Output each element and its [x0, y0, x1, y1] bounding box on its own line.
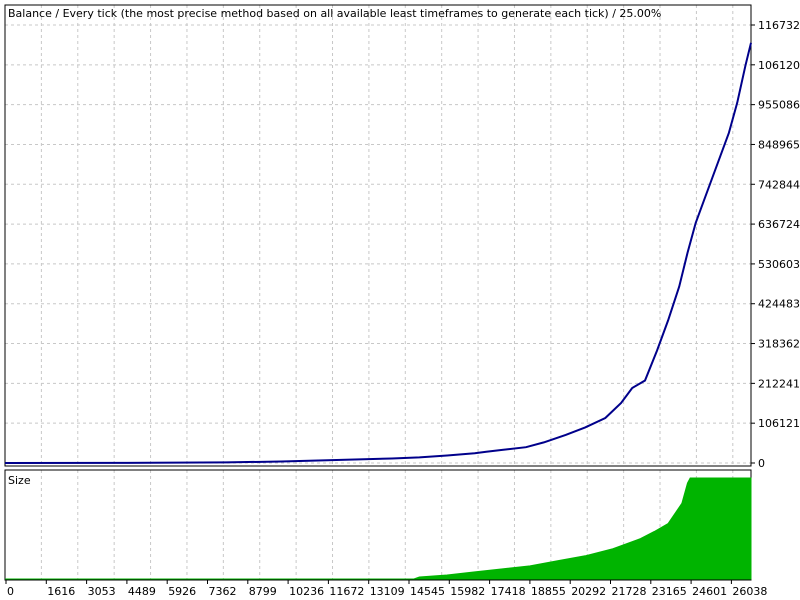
y-tick-label: 424483 [758, 298, 800, 311]
x-tick-label: 26038 [732, 585, 767, 598]
x-tick-label: 11672 [329, 585, 364, 598]
x-tick-label: 3053 [88, 585, 116, 598]
y-tick-label: 636724 [758, 218, 800, 231]
x-tick-label: 0 [7, 585, 14, 598]
x-tick-label: 24601 [692, 585, 727, 598]
y-tick-label: 1167327 [758, 19, 800, 32]
balance-panel-frame [4, 4, 752, 467]
x-tick-label: 21728 [612, 585, 647, 598]
y-tick-label: 955086 [758, 99, 800, 112]
size-chart-title: Size [8, 474, 31, 487]
x-tick-label: 7362 [209, 585, 237, 598]
size-panel: 0 1616 3053 4489 5926 7362 8799 10236 11672 13109… [4, 469, 767, 598]
balance-chart-title: Balance / Every tick (the most precise m… [8, 7, 661, 20]
y-tick-label: 742844 [758, 178, 800, 191]
size-area [5, 477, 752, 580]
x-tick-label: 5926 [168, 585, 196, 598]
x-tick-label: 13109 [370, 585, 405, 598]
x-tick-label: 14545 [410, 585, 445, 598]
y-tick-label: 212241 [758, 377, 800, 390]
balance-panel: 1167327 1061206 955086 848965 742844 636724 53… [4, 4, 800, 470]
x-tick-label: 4489 [128, 585, 156, 598]
x-tick-label: 1616 [47, 585, 75, 598]
x-tick-label: 20292 [571, 585, 606, 598]
x-tick-label: 15982 [450, 585, 485, 598]
y-tick-label: 848965 [758, 138, 800, 151]
y-tick-label: 0 [758, 457, 765, 470]
x-tick-label: 17418 [491, 585, 526, 598]
y-tick-label: 1061206 [758, 59, 800, 72]
balance-line [4, 42, 752, 464]
x-tick-label: 23165 [652, 585, 687, 598]
x-tick-label: 8799 [249, 585, 277, 598]
x-tick-label: 10236 [289, 585, 324, 598]
y-tick-label: 318362 [758, 338, 800, 351]
y-tick-label: 106121 [758, 417, 800, 430]
y-tick-label: 530603 [758, 258, 800, 271]
x-tick-label: 18855 [531, 585, 566, 598]
